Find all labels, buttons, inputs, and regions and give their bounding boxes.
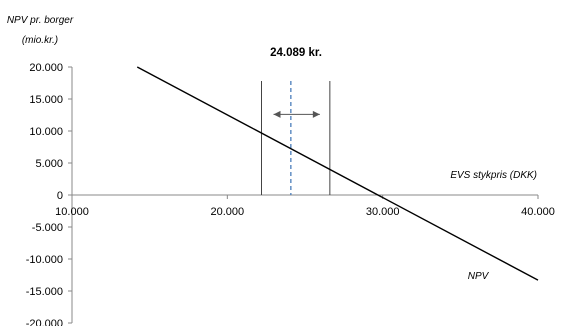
- x-tick-label: 20.000: [211, 206, 245, 218]
- y-tick-label: 10.000: [29, 126, 63, 138]
- x-tick-label: 40.000: [521, 206, 555, 218]
- y-tick-label: -5.000: [32, 222, 63, 234]
- y-tick-label: 5.000: [35, 158, 63, 170]
- x-tick-label: 10.000: [55, 206, 89, 218]
- series-layer: [136, 66, 539, 281]
- range-arrow-left-head: [273, 110, 281, 118]
- x-axis-title: EVS stykpris (DKK): [450, 170, 537, 181]
- annotations: [261, 81, 331, 195]
- axes: [68, 66, 539, 324]
- y-tick-label: -15.000: [26, 286, 63, 298]
- y-axis-title-line2: (mio.kr.): [22, 35, 58, 46]
- series-label-npv: NPV: [468, 271, 490, 282]
- y-tick-label: 20.000: [29, 62, 63, 74]
- y-tick-label: 0: [57, 190, 63, 202]
- y-axis-title-line1: NPV pr. borger: [7, 15, 74, 26]
- y-tick-label: 15.000: [29, 94, 63, 106]
- center-value-label: 24.089 kr.: [270, 47, 322, 59]
- tick-labels: 20.000 15.000 10.000 5.000 0 -5.000 -10.000 -15…: [26, 62, 555, 330]
- x-tick-label: 30.000: [366, 206, 400, 218]
- series-line-npv: [136, 66, 539, 281]
- y-tick-label: -10.000: [26, 254, 63, 266]
- y-tick-label: -20.000: [26, 318, 63, 326]
- range-arrow-right-head: [312, 110, 320, 118]
